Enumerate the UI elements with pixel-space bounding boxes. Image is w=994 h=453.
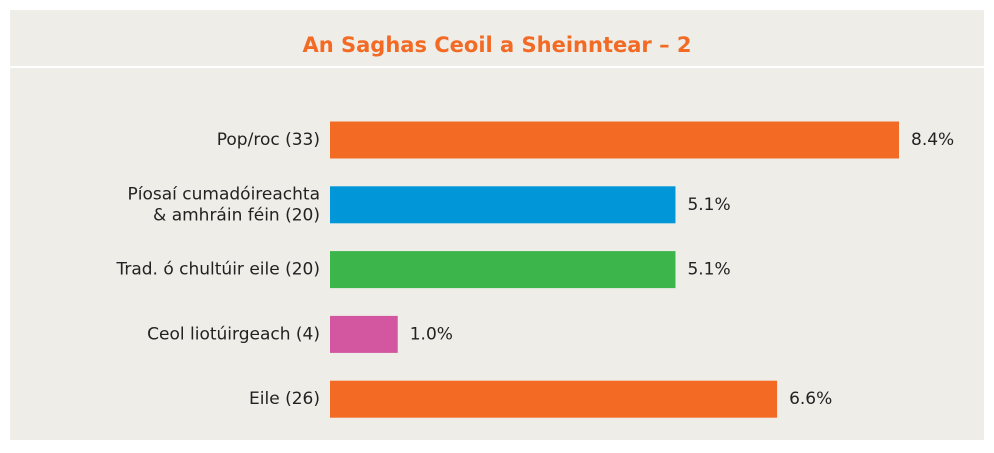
bar	[330, 380, 778, 418]
value-label: 5.1%	[687, 195, 730, 215]
category-label: Pop/roc (33)	[217, 130, 320, 150]
value-label: 8.4%	[911, 130, 954, 150]
bar	[330, 186, 676, 224]
category-label: Ceol liotúirgeach (4)	[147, 324, 320, 344]
bar	[330, 315, 398, 353]
value-label: 5.1%	[687, 260, 730, 280]
category-label: Píosaí cumadóireachta	[128, 184, 321, 204]
category-label: Eile (26)	[249, 389, 320, 409]
value-label: 6.6%	[789, 389, 832, 409]
category-label: & amhráin féin (20)	[153, 205, 320, 225]
panel	[10, 10, 984, 440]
bar	[330, 121, 899, 159]
category-label: Trad. ó chultúir eile (20)	[115, 260, 320, 280]
value-label: 1.0%	[410, 324, 453, 344]
chart-title: An Saghas Ceoil a Sheinntear – 2	[302, 33, 691, 57]
bar	[330, 251, 676, 289]
